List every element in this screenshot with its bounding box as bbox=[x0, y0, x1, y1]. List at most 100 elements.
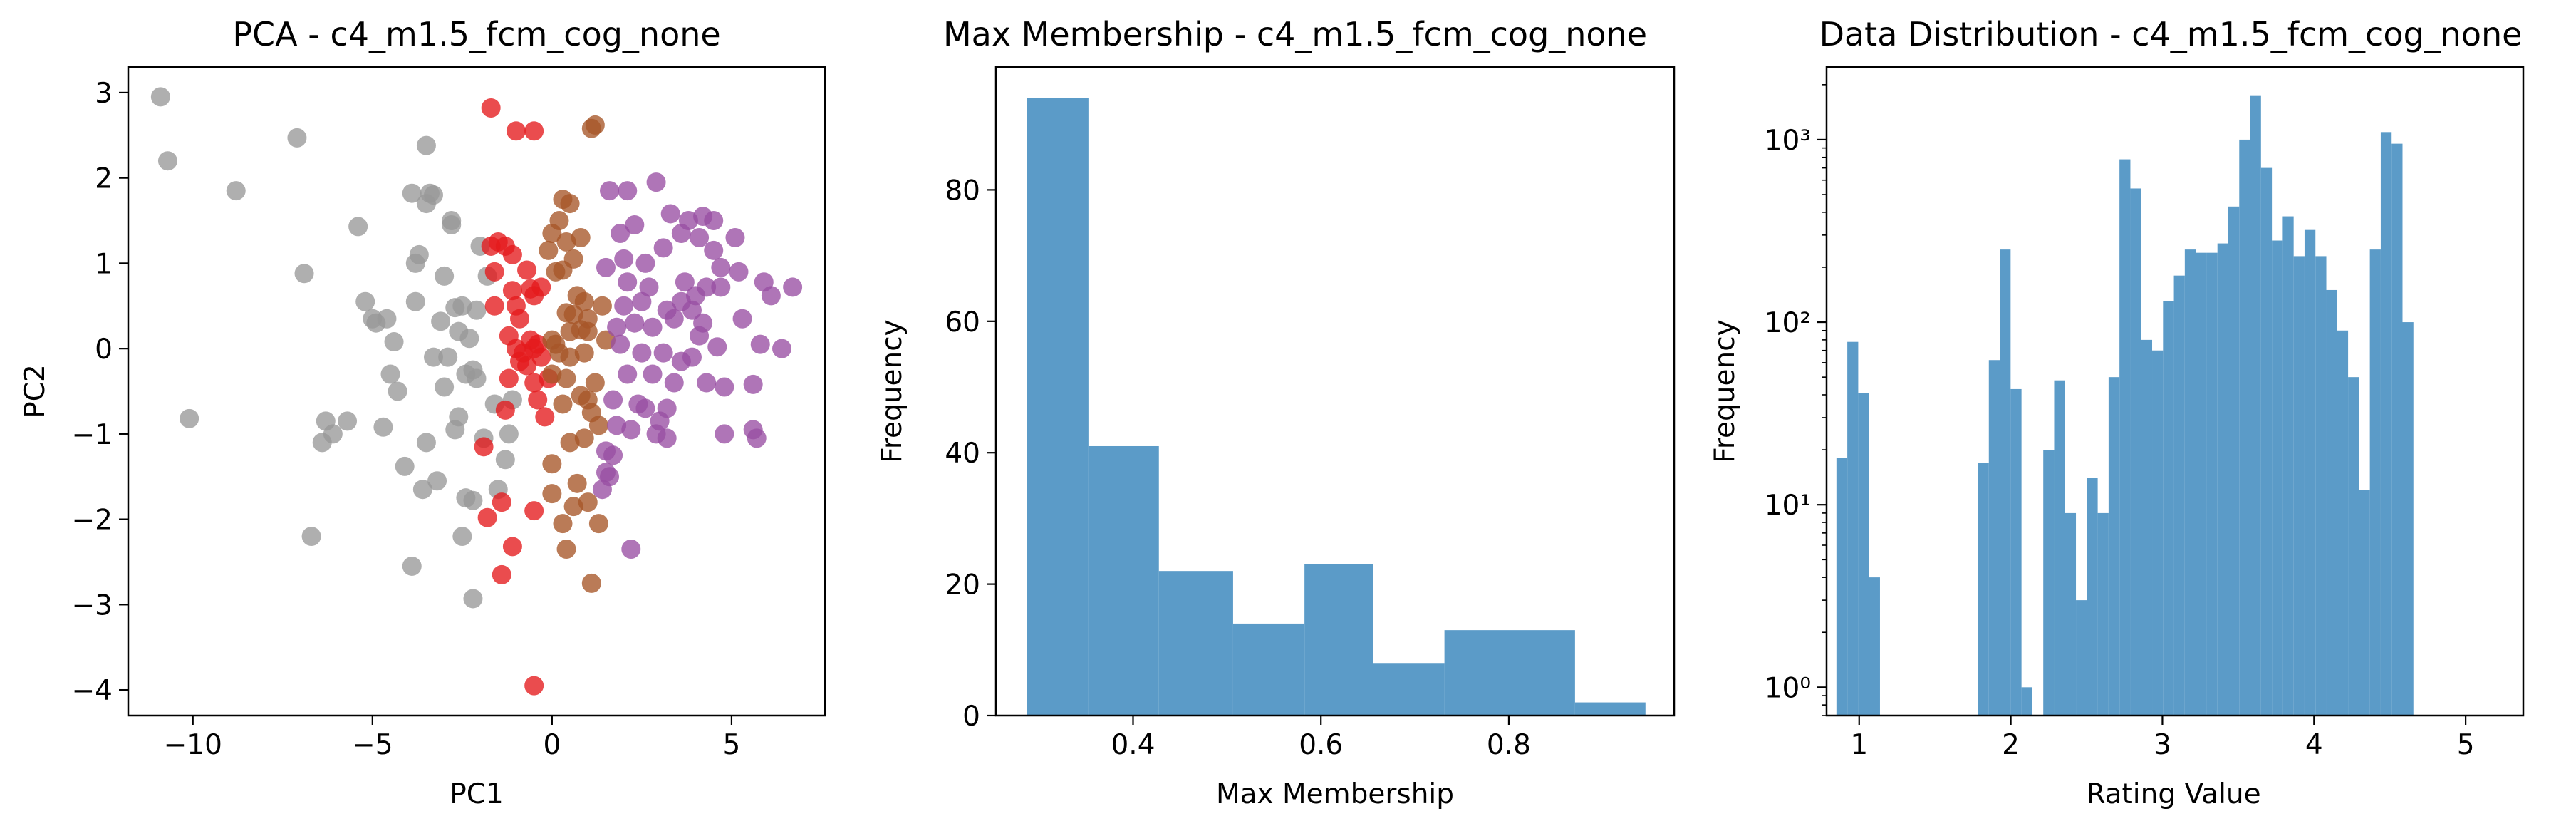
histogram-bar bbox=[1574, 702, 1646, 716]
scatter-point bbox=[564, 304, 583, 324]
scatter-point bbox=[585, 115, 605, 135]
scatter-point bbox=[157, 151, 177, 171]
histogram-bar bbox=[1988, 360, 2000, 716]
scatter-point bbox=[301, 527, 321, 547]
histogram-bar bbox=[2228, 206, 2240, 716]
scatter-point bbox=[581, 573, 601, 593]
scatter-point bbox=[632, 343, 652, 363]
histogram-bar bbox=[1158, 571, 1233, 716]
scatter-point bbox=[431, 311, 451, 331]
scatter-point bbox=[664, 309, 684, 329]
scatter-point bbox=[542, 223, 562, 243]
scatter-point bbox=[553, 514, 573, 534]
scatter-point bbox=[743, 374, 763, 394]
scatter-point bbox=[690, 326, 710, 346]
scatter-point bbox=[539, 240, 559, 260]
scatter-point bbox=[603, 445, 623, 465]
rating-x-tick-label: 4 bbox=[2305, 729, 2323, 761]
pca-y-tick-label: 3 bbox=[95, 78, 113, 110]
membership-histogram-panel: Max Membership - c4_m1.5_fcm_cog_none 0.… bbox=[876, 15, 1676, 810]
scatter-point bbox=[574, 291, 594, 311]
histogram-bar bbox=[2163, 301, 2174, 716]
rating-y-tick-label: 10³ bbox=[1765, 125, 1811, 157]
scatter-point bbox=[495, 450, 515, 470]
scatter-point bbox=[402, 556, 422, 576]
scatter-point bbox=[675, 272, 695, 292]
rating-x-tick-label: 1 bbox=[1850, 729, 1868, 761]
scatter-point bbox=[682, 347, 702, 367]
scatter-point bbox=[574, 343, 594, 363]
scatter-point bbox=[772, 339, 792, 358]
histogram-bar bbox=[2315, 256, 2327, 716]
scatter-point bbox=[524, 121, 544, 141]
histogram-bar bbox=[1836, 458, 1848, 716]
scatter-point bbox=[711, 257, 731, 277]
histogram-bar bbox=[2054, 380, 2065, 716]
histogram-bar bbox=[2359, 490, 2370, 716]
scatter-point bbox=[553, 394, 573, 414]
pca-y-tick-label: −1 bbox=[72, 419, 113, 451]
membership-y-tick-label: 80 bbox=[945, 175, 980, 207]
rating-y-tick-label: 10¹ bbox=[1765, 490, 1811, 522]
scatter-point bbox=[607, 416, 627, 435]
histogram-bar bbox=[1373, 663, 1445, 716]
scatter-point bbox=[704, 211, 724, 231]
scatter-point bbox=[388, 381, 407, 401]
scatter-point bbox=[657, 398, 677, 418]
scatter-point bbox=[614, 249, 634, 269]
histogram-bar bbox=[2152, 350, 2164, 716]
scatter-point bbox=[643, 364, 663, 384]
scatter-point bbox=[660, 204, 680, 224]
membership-plot-frame bbox=[994, 66, 1676, 717]
scatter-point bbox=[578, 321, 598, 341]
scatter-point bbox=[524, 501, 544, 521]
membership-y-tick-label: 60 bbox=[945, 306, 980, 339]
scatter-point bbox=[600, 181, 620, 201]
scatter-point bbox=[535, 407, 555, 427]
scatter-point bbox=[653, 343, 673, 363]
scatter-point bbox=[438, 347, 458, 367]
scatter-point bbox=[542, 454, 562, 474]
histogram-bar bbox=[2076, 600, 2087, 716]
histogram-bar bbox=[2184, 249, 2196, 716]
scatter-point bbox=[452, 527, 472, 547]
histogram-bar bbox=[2206, 252, 2218, 716]
histogram-bar bbox=[1304, 564, 1373, 716]
scatter-point bbox=[614, 296, 634, 316]
scatter-point bbox=[355, 291, 375, 311]
scatter-point bbox=[625, 215, 645, 235]
scatter-point bbox=[463, 589, 483, 609]
scatter-point bbox=[524, 676, 544, 696]
membership-x-tick-label: 0.4 bbox=[1111, 729, 1155, 761]
scatter-point bbox=[707, 337, 727, 357]
scatter-point bbox=[711, 277, 731, 297]
scatter-point bbox=[474, 437, 494, 457]
histogram-bar bbox=[2380, 132, 2392, 716]
histogram-bar bbox=[2196, 252, 2207, 716]
scatter-point bbox=[384, 332, 404, 352]
histogram-bar bbox=[2282, 216, 2294, 716]
scatter-point bbox=[588, 416, 608, 435]
histogram-bar bbox=[2337, 330, 2349, 716]
scatter-point bbox=[653, 238, 673, 258]
rating-distribution-panel: Data Distribution - c4_m1.5_fcm_cog_none… bbox=[1709, 15, 2525, 810]
scatter-point bbox=[618, 272, 638, 292]
pca-scatter-panel: PCA - c4_m1.5_fcm_cog_none −10 −5 0 5−4−3−2… bbox=[19, 15, 826, 810]
histogram-bar bbox=[1444, 630, 1575, 716]
scatter-point bbox=[424, 347, 444, 367]
membership-chart-title: Max Membership - c4_m1.5_fcm_cog_none bbox=[943, 15, 1647, 53]
histogram-bar bbox=[1858, 393, 1869, 716]
scatter-point bbox=[643, 317, 663, 337]
histogram-bar bbox=[1232, 623, 1305, 716]
scatter-point bbox=[517, 260, 537, 280]
scatter-point bbox=[607, 317, 627, 337]
histogram-bar bbox=[2087, 478, 2098, 716]
scatter-point bbox=[412, 480, 432, 500]
scatter-point bbox=[502, 244, 522, 264]
histogram-bar bbox=[2065, 512, 2077, 716]
membership-x-tick-label: 0.8 bbox=[1487, 729, 1531, 761]
scatter-point bbox=[484, 296, 504, 316]
histogram-bar bbox=[2217, 243, 2228, 716]
scatter-point bbox=[380, 364, 400, 384]
scatter-point bbox=[294, 264, 314, 284]
